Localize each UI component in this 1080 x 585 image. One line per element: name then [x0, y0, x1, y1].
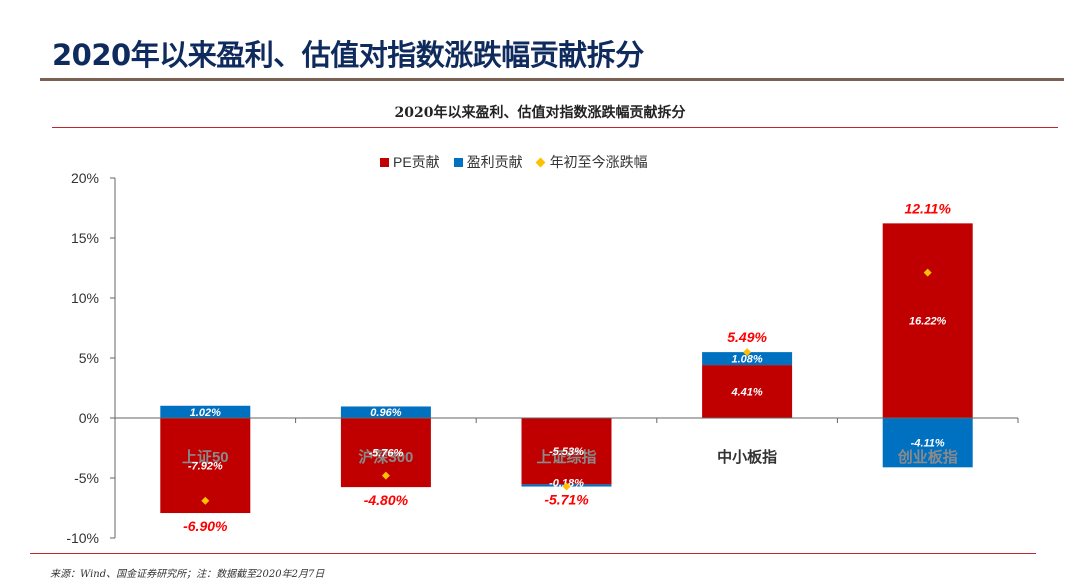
chart-title-rule	[52, 127, 1058, 128]
y-tick-label: 10%	[71, 290, 99, 306]
y-tick-label: -5%	[74, 470, 99, 486]
data-label-earnings: 1.02%	[190, 407, 221, 419]
ytd-marker	[923, 268, 932, 277]
data-label-ytd: 12.11%	[904, 200, 951, 216]
legend-swatch-earnings	[453, 157, 463, 167]
legend-item-earnings: 盈利贡献	[453, 152, 523, 172]
legend-item-ytd: 年初至今涨跌幅	[535, 152, 648, 172]
bar-pe	[521, 418, 612, 485]
legend-label-pe: PE贡献	[393, 154, 440, 170]
y-tick-label: 5%	[79, 350, 99, 366]
chart-legend: PE贡献 盈利贡献 年初至今涨跌幅	[380, 152, 648, 172]
bar-pe	[882, 223, 973, 418]
y-tick-label: 15%	[71, 230, 99, 246]
chart-title: 2020年以来盈利、估值对指数涨跌幅贡献拆分	[394, 105, 686, 121]
bar-earnings	[702, 352, 793, 366]
footer-rule	[30, 553, 1036, 554]
ytd-marker	[562, 482, 571, 491]
data-label-pe: 16.22%	[909, 316, 947, 328]
y-tick-label: 0%	[79, 410, 99, 426]
x-category-label: 中小板指	[717, 448, 777, 466]
data-label-pe: -7.92%	[188, 461, 223, 473]
bar-earnings	[340, 406, 431, 418]
bar-earnings	[882, 418, 973, 468]
y-tick-label: -10%	[66, 530, 99, 546]
ytd-marker	[381, 471, 390, 480]
data-label-ytd: -4.80%	[364, 492, 409, 508]
legend-swatch-pe	[380, 157, 389, 167]
data-label-pe: 4.41%	[730, 387, 762, 399]
x-category-label: 上证50	[182, 448, 229, 466]
x-category-label: 创业板指	[897, 448, 958, 466]
data-label-ytd: 5.49%	[727, 329, 767, 345]
title-underline	[40, 78, 1064, 81]
data-label-pe: -5.53%	[549, 446, 584, 458]
slide-title: 2020年以来盈利、估值对指数涨跌幅贡献拆分	[52, 38, 644, 72]
data-label-earnings: 0.96%	[370, 407, 401, 419]
source-note: 来源：Wind、国金证券研究所；注：数据截至2020年2月7日	[50, 569, 325, 580]
legend-label-earnings: 盈利贡献	[466, 154, 523, 170]
legend-item-pe: PE贡献	[380, 152, 440, 172]
data-label-earnings: 1.08%	[731, 354, 762, 366]
ytd-marker	[201, 496, 210, 505]
y-tick-label: 20%	[71, 170, 99, 186]
data-label-ytd: -6.90%	[183, 518, 228, 534]
ytd-marker	[743, 348, 752, 357]
bar-earnings	[160, 405, 251, 418]
x-category-label: 上证综指	[536, 448, 596, 466]
data-label-earnings: -4.11%	[911, 438, 945, 450]
data-label-pe: -5.76%	[368, 448, 403, 460]
x-category-label: 沪深300	[358, 448, 413, 466]
data-label-ytd: -5.71%	[544, 492, 589, 508]
legend-label-ytd: 年初至今涨跌幅	[549, 154, 648, 170]
bar-pe	[702, 365, 793, 418]
